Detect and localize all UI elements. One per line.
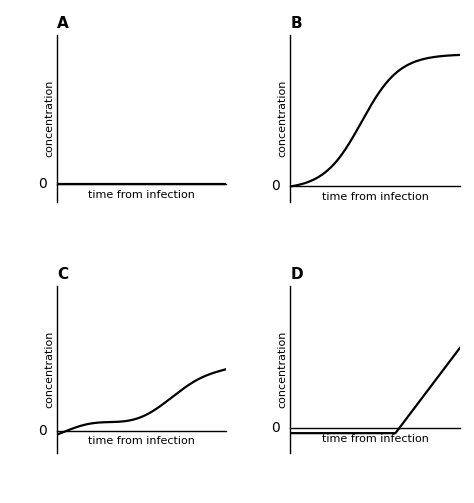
- X-axis label: time from infection: time from infection: [88, 190, 195, 200]
- X-axis label: time from infection: time from infection: [322, 434, 428, 444]
- Text: 0: 0: [272, 421, 280, 435]
- Text: C: C: [57, 267, 68, 282]
- Y-axis label: concentration: concentration: [44, 330, 54, 408]
- Y-axis label: concentration: concentration: [44, 80, 54, 157]
- X-axis label: time from infection: time from infection: [322, 192, 428, 202]
- Y-axis label: concentration: concentration: [278, 330, 288, 408]
- Y-axis label: concentration: concentration: [278, 80, 288, 157]
- Text: A: A: [57, 16, 69, 31]
- Text: 0: 0: [272, 180, 280, 194]
- X-axis label: time from infection: time from infection: [88, 437, 195, 447]
- Text: D: D: [291, 267, 303, 282]
- Text: B: B: [291, 16, 302, 31]
- Text: 0: 0: [38, 178, 47, 191]
- Text: 0: 0: [38, 424, 47, 438]
